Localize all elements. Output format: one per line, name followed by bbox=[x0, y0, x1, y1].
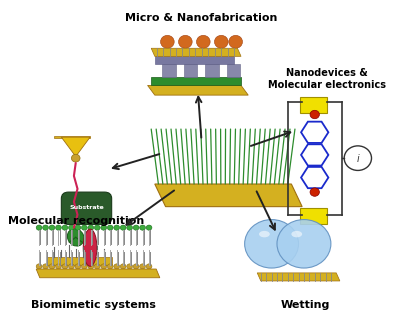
Circle shape bbox=[114, 264, 119, 269]
Circle shape bbox=[56, 225, 62, 230]
Bar bbox=[301, 97, 327, 113]
Circle shape bbox=[133, 225, 139, 230]
Circle shape bbox=[146, 225, 152, 230]
Circle shape bbox=[310, 110, 320, 119]
Ellipse shape bbox=[67, 229, 84, 246]
Ellipse shape bbox=[160, 35, 174, 48]
Circle shape bbox=[245, 220, 299, 268]
Circle shape bbox=[69, 264, 74, 269]
Circle shape bbox=[120, 225, 126, 230]
Ellipse shape bbox=[229, 35, 243, 48]
Circle shape bbox=[94, 225, 100, 230]
Circle shape bbox=[88, 264, 94, 269]
Circle shape bbox=[277, 220, 331, 268]
Polygon shape bbox=[47, 257, 112, 265]
Circle shape bbox=[71, 154, 80, 162]
Circle shape bbox=[62, 264, 68, 269]
Bar bbox=[227, 65, 240, 77]
Polygon shape bbox=[151, 48, 241, 56]
Circle shape bbox=[94, 264, 100, 269]
Polygon shape bbox=[148, 85, 248, 95]
Bar bbox=[183, 65, 197, 77]
Circle shape bbox=[62, 225, 68, 230]
Ellipse shape bbox=[214, 35, 228, 48]
Circle shape bbox=[69, 225, 74, 230]
Circle shape bbox=[107, 264, 113, 269]
Text: Molecular recognition: Molecular recognition bbox=[8, 216, 144, 226]
Circle shape bbox=[56, 264, 62, 269]
Ellipse shape bbox=[197, 35, 210, 48]
Circle shape bbox=[114, 225, 119, 230]
Bar bbox=[151, 77, 241, 85]
Circle shape bbox=[310, 188, 320, 196]
Bar bbox=[205, 65, 219, 77]
Ellipse shape bbox=[291, 231, 302, 237]
Circle shape bbox=[146, 264, 152, 269]
Circle shape bbox=[49, 264, 55, 269]
Circle shape bbox=[133, 264, 139, 269]
Text: Micro & Nanofabrication: Micro & Nanofabrication bbox=[125, 13, 278, 23]
Bar bbox=[162, 65, 175, 77]
Circle shape bbox=[127, 225, 133, 230]
Polygon shape bbox=[62, 137, 90, 156]
Circle shape bbox=[81, 225, 87, 230]
Bar bbox=[301, 208, 327, 224]
Circle shape bbox=[42, 264, 48, 269]
Circle shape bbox=[344, 146, 372, 170]
Circle shape bbox=[140, 264, 145, 269]
Polygon shape bbox=[36, 269, 160, 278]
Ellipse shape bbox=[179, 35, 192, 48]
Circle shape bbox=[88, 225, 94, 230]
Circle shape bbox=[42, 225, 48, 230]
Circle shape bbox=[107, 225, 113, 230]
Circle shape bbox=[81, 264, 87, 269]
Circle shape bbox=[101, 225, 107, 230]
FancyArrow shape bbox=[54, 136, 90, 139]
Ellipse shape bbox=[83, 229, 97, 266]
Circle shape bbox=[75, 225, 81, 230]
Text: Nanodevices &
Molecular electronics: Nanodevices & Molecular electronics bbox=[268, 68, 386, 90]
Circle shape bbox=[140, 225, 145, 230]
Circle shape bbox=[49, 225, 55, 230]
Text: Wetting: Wetting bbox=[281, 300, 330, 310]
Circle shape bbox=[120, 264, 126, 269]
Circle shape bbox=[127, 264, 133, 269]
Polygon shape bbox=[155, 184, 302, 207]
Circle shape bbox=[36, 264, 42, 269]
Text: Biomimetic systems: Biomimetic systems bbox=[31, 300, 156, 310]
Text: $i$: $i$ bbox=[356, 152, 360, 164]
Circle shape bbox=[75, 264, 81, 269]
Circle shape bbox=[101, 264, 107, 269]
Ellipse shape bbox=[259, 231, 270, 237]
Bar bbox=[155, 56, 234, 65]
Circle shape bbox=[36, 225, 42, 230]
FancyBboxPatch shape bbox=[62, 192, 112, 224]
Text: Substrate: Substrate bbox=[69, 205, 104, 210]
Polygon shape bbox=[257, 273, 340, 281]
